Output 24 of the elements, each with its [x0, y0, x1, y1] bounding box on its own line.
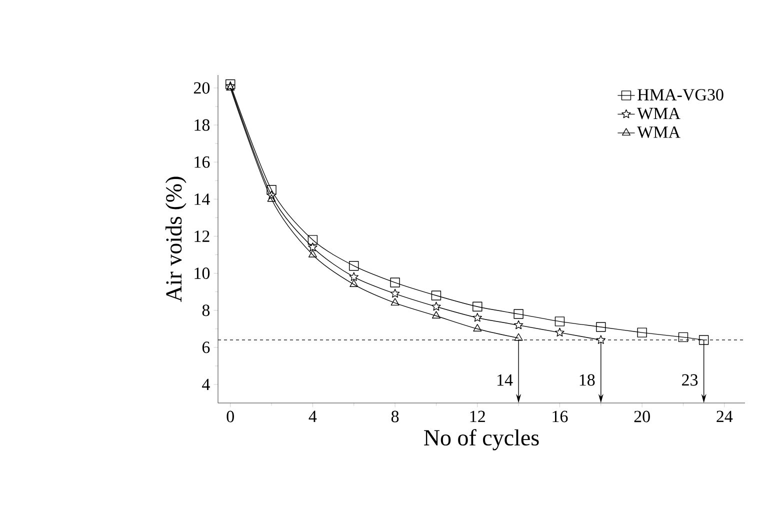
- annotation: 23: [682, 374, 698, 386]
- x-tick-label: 20: [634, 410, 650, 422]
- x-tick-label: 16: [552, 410, 568, 422]
- x-axis-title: No of cycles: [424, 429, 539, 450]
- annotation: 14: [498, 374, 513, 386]
- y-tick-label: 12: [194, 230, 210, 242]
- x-tick-label: 12: [470, 410, 485, 422]
- x-tick-label: 24: [716, 410, 733, 422]
- legend-label: WMA: [637, 108, 680, 120]
- x-tick-label: 4: [308, 410, 317, 422]
- y-tick-label: 8: [202, 304, 210, 316]
- y-axis-title: Air voids (%): [165, 176, 186, 302]
- x-tick-label: 8: [391, 410, 399, 422]
- y-tick-label: 16: [194, 156, 210, 168]
- y-tick-label: 6: [202, 342, 210, 354]
- legend-label: WMA: [637, 126, 680, 138]
- y-tick-label: 10: [194, 268, 210, 280]
- legend-label: HMA-VG30: [638, 89, 724, 101]
- x-tick-label: 0: [226, 410, 234, 422]
- y-tick-label: 18: [194, 119, 210, 131]
- y-tick-label: 20: [194, 82, 210, 94]
- y-tick-label: 14: [194, 194, 210, 205]
- annotation: 18: [580, 374, 595, 386]
- y-tick-label: 4: [202, 378, 210, 390]
